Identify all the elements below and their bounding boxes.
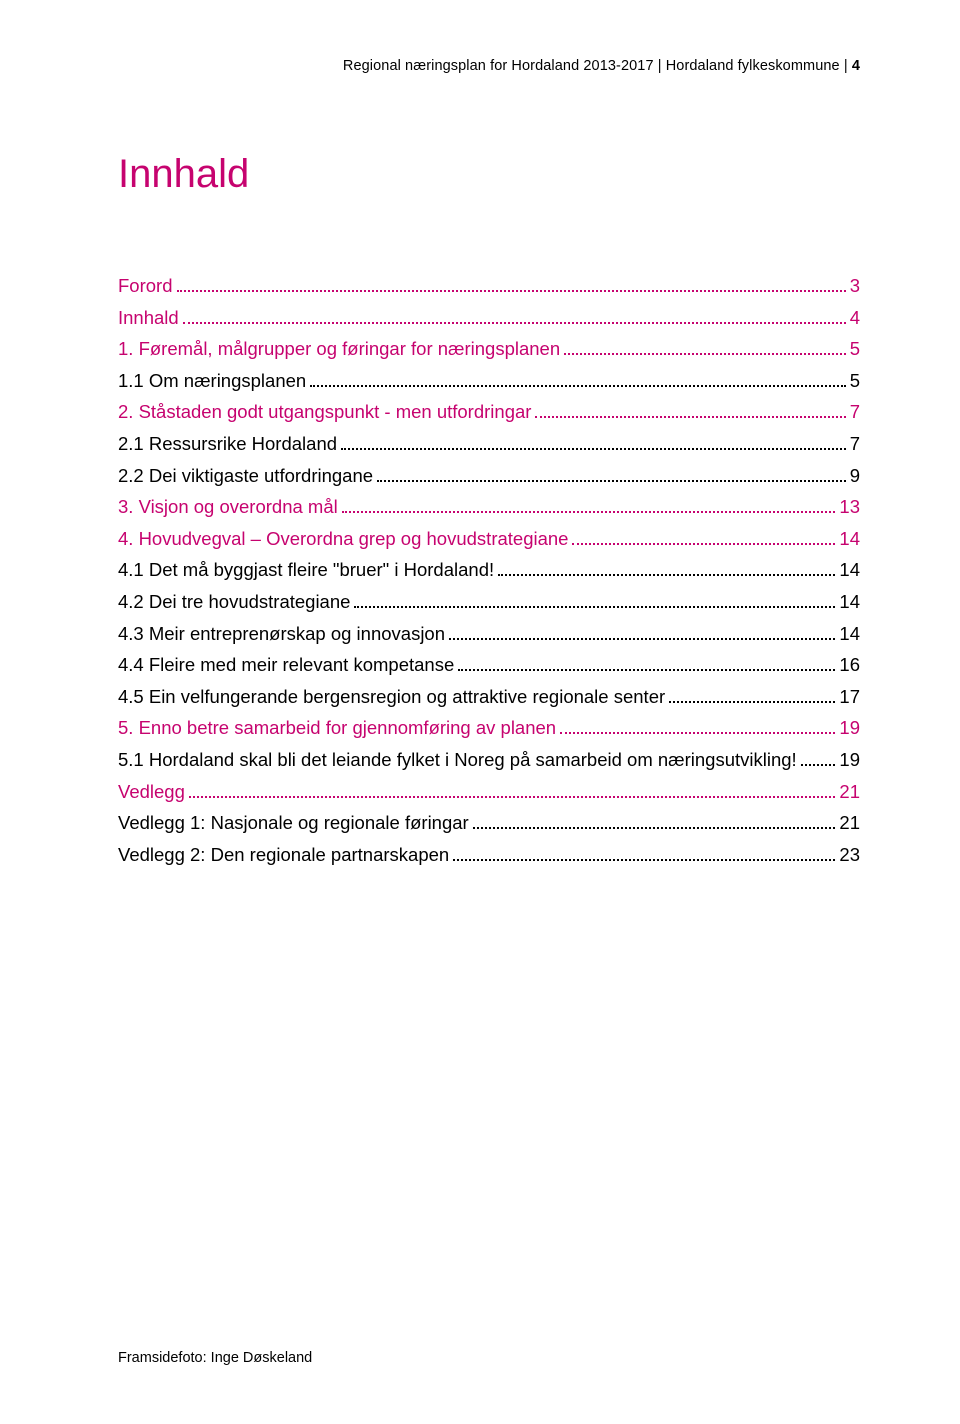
- toc-leader-dots: [473, 825, 836, 829]
- toc-row[interactable]: Vedlegg 21: [118, 777, 860, 807]
- toc-page-number: 4: [850, 303, 860, 333]
- toc-label: Vedlegg 1: Nasjonale og regionale føring…: [118, 808, 469, 838]
- page-title: Innhald: [118, 152, 860, 197]
- toc-leader-dots: [560, 731, 835, 735]
- toc-label: 5.1 Hordaland skal bli det leiande fylke…: [118, 745, 797, 775]
- toc-label: 4.5 Ein velfungerande bergensregion og a…: [118, 682, 665, 712]
- toc-label: 3. Visjon og overordna mål: [118, 492, 338, 522]
- table-of-contents: Forord 3 Innhald 4 1. Føremål, målgrupper og…: [118, 271, 860, 869]
- toc-leader-dots: [572, 541, 835, 545]
- toc-label: Forord: [118, 271, 173, 301]
- toc-row[interactable]: 4.3 Meir entreprenørskap og innovasjon 1…: [118, 619, 860, 649]
- toc-label: 4. Hovudvegval – Overordna grep og hovud…: [118, 524, 568, 554]
- toc-leader-dots: [354, 604, 835, 608]
- toc-page-number: 14: [839, 587, 860, 617]
- toc-leader-dots: [342, 509, 836, 513]
- toc-label: Vedlegg: [118, 777, 185, 807]
- toc-row[interactable]: 4. Hovudvegval – Overordna grep og hovud…: [118, 524, 860, 554]
- toc-page-number: 3: [850, 271, 860, 301]
- footer-credit: Framsidefoto: Inge Døskeland: [118, 1350, 312, 1366]
- toc-row[interactable]: Vedlegg 2: Den regionale partnarskapen 2…: [118, 840, 860, 870]
- toc-row[interactable]: Forord 3: [118, 271, 860, 301]
- toc-row[interactable]: 5. Enno betre samarbeid for gjennomførin…: [118, 713, 860, 743]
- toc-leader-dots: [183, 320, 846, 324]
- toc-label: 2. Ståstaden godt utgangspunkt - men utf…: [118, 397, 531, 427]
- toc-row[interactable]: 2.2 Dei viktigaste utfordringane 9: [118, 461, 860, 491]
- toc-leader-dots: [341, 446, 846, 450]
- toc-leader-dots: [453, 857, 835, 861]
- toc-page-number: 9: [850, 461, 860, 491]
- toc-page-number: 21: [839, 808, 860, 838]
- toc-label: 2.2 Dei viktigaste utfordringane: [118, 461, 373, 491]
- toc-leader-dots: [801, 762, 836, 766]
- toc-page-number: 19: [839, 713, 860, 743]
- toc-row[interactable]: Innhald 4: [118, 303, 860, 333]
- toc-page-number: 14: [839, 619, 860, 649]
- running-header: Regional næringsplan for Hordaland 2013-…: [118, 58, 860, 74]
- toc-page-number: 5: [850, 334, 860, 364]
- toc-leader-dots: [377, 478, 846, 482]
- toc-row[interactable]: 4.2 Dei tre hovudstrategiane 14: [118, 587, 860, 617]
- toc-page-number: 23: [839, 840, 860, 870]
- toc-leader-dots: [449, 636, 835, 640]
- toc-row[interactable]: Vedlegg 1: Nasjonale og regionale føring…: [118, 808, 860, 838]
- toc-page-number: 7: [850, 429, 860, 459]
- toc-label: 1.1 Om næringsplanen: [118, 366, 306, 396]
- toc-leader-dots: [458, 667, 835, 671]
- toc-label: 4.2 Dei tre hovudstrategiane: [118, 587, 350, 617]
- toc-label: 4.4 Fleire med meir relevant kompetanse: [118, 650, 454, 680]
- toc-label: Innhald: [118, 303, 179, 333]
- toc-row[interactable]: 2.1 Ressursrike Hordaland 7: [118, 429, 860, 459]
- toc-row[interactable]: 4.1 Det må byggjast fleire "bruer" i Hor…: [118, 555, 860, 585]
- toc-leader-dots: [535, 415, 845, 419]
- toc-row[interactable]: 5.1 Hordaland skal bli det leiande fylke…: [118, 745, 860, 775]
- toc-page-number: 7: [850, 397, 860, 427]
- toc-page-number: 19: [839, 745, 860, 775]
- toc-page-number: 21: [839, 777, 860, 807]
- running-header-pagenum: 4: [852, 58, 860, 74]
- toc-page-number: 13: [839, 492, 860, 522]
- toc-page-number: 16: [839, 650, 860, 680]
- toc-row[interactable]: 1.1 Om næringsplanen 5: [118, 366, 860, 396]
- toc-page-number: 14: [839, 524, 860, 554]
- toc-label: 2.1 Ressursrike Hordaland: [118, 429, 337, 459]
- toc-label: 4.3 Meir entreprenørskap og innovasjon: [118, 619, 445, 649]
- toc-page-number: 14: [839, 555, 860, 585]
- toc-page-number: 17: [839, 682, 860, 712]
- toc-leader-dots: [564, 352, 846, 356]
- running-header-text: Regional næringsplan for Hordaland 2013-…: [343, 58, 852, 74]
- toc-label: 4.1 Det må byggjast fleire "bruer" i Hor…: [118, 555, 494, 585]
- toc-label: Vedlegg 2: Den regionale partnarskapen: [118, 840, 449, 870]
- page: Regional næringsplan for Hordaland 2013-…: [0, 0, 960, 1424]
- toc-label: 5. Enno betre samarbeid for gjennomførin…: [118, 713, 556, 743]
- toc-leader-dots: [177, 288, 846, 292]
- toc-row[interactable]: 3. Visjon og overordna mål 13: [118, 492, 860, 522]
- toc-leader-dots: [669, 699, 835, 703]
- toc-page-number: 5: [850, 366, 860, 396]
- toc-leader-dots: [189, 794, 836, 798]
- toc-row[interactable]: 4.5 Ein velfungerande bergensregion og a…: [118, 682, 860, 712]
- toc-leader-dots: [498, 573, 835, 577]
- toc-label: 1. Føremål, målgrupper og føringar for n…: [118, 334, 560, 364]
- toc-row[interactable]: 1. Føremål, målgrupper og føringar for n…: [118, 334, 860, 364]
- toc-leader-dots: [310, 383, 846, 387]
- toc-row[interactable]: 2. Ståstaden godt utgangspunkt - men utf…: [118, 397, 860, 427]
- toc-row[interactable]: 4.4 Fleire med meir relevant kompetanse …: [118, 650, 860, 680]
